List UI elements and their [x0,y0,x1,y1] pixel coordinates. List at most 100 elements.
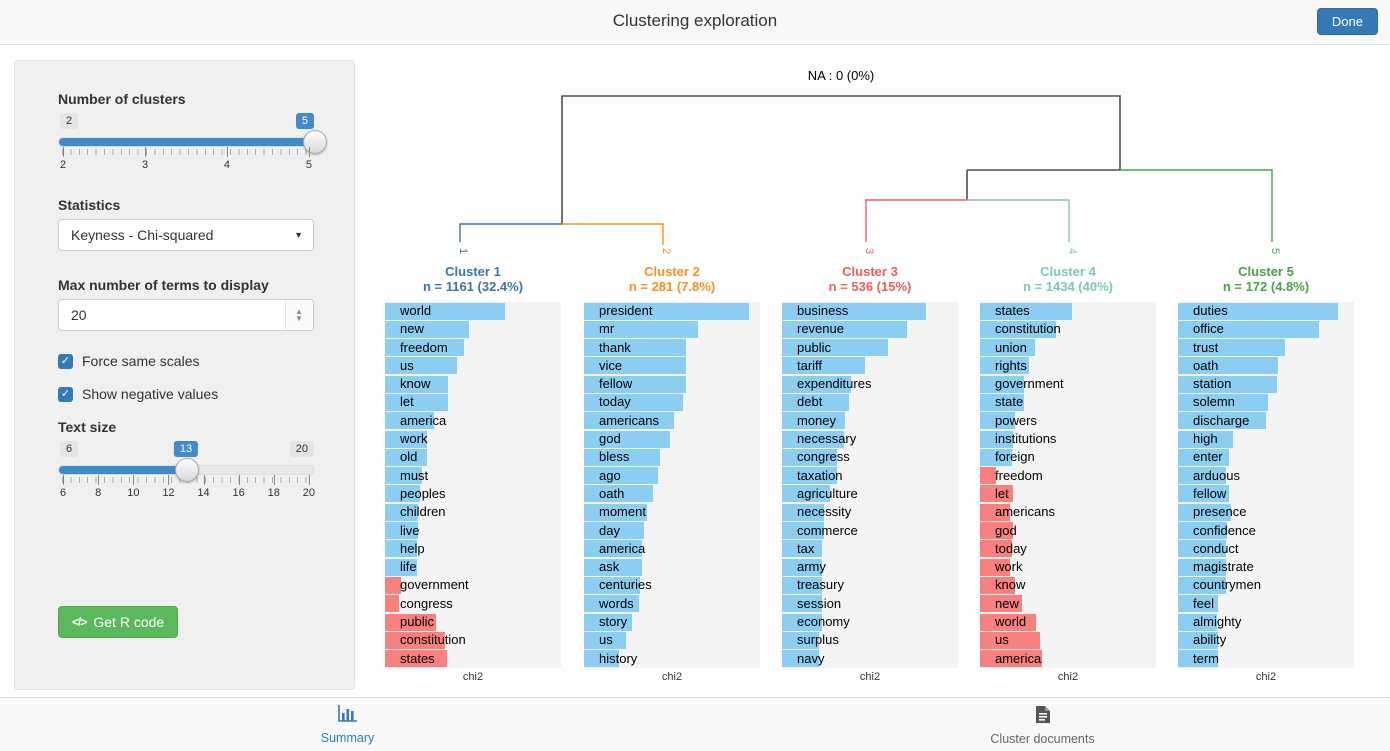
term-row: conduct [1178,540,1354,558]
term-row: know [385,375,561,393]
term-row: new [980,595,1156,613]
term-row: story [584,613,760,631]
get-r-code-label: Get R code [93,614,165,630]
term-bar [584,448,660,466]
term-bar [385,467,422,485]
term-bar [385,339,465,357]
checkbox-show-negative-values[interactable]: ✓ Show negative values [58,386,326,402]
term-bar [584,613,632,631]
term-bar [782,576,823,594]
cluster-title: Cluster 1 [445,264,501,279]
term-label: conduct [1193,540,1239,556]
term-row: surplus [782,631,958,649]
term-row: day [584,522,760,540]
term-label: moment [599,504,646,520]
term-label: vice [599,357,623,373]
text-size-slider[interactable]: 6 13 20 6 8 10 12 14 16 18 20 [58,441,315,511]
term-bar [782,558,823,576]
term-bar [980,393,1024,411]
term-bar [980,302,1072,320]
clusters-slider[interactable]: 2 5 2 3 4 5 [58,113,327,183]
term-row: peoples [385,485,561,503]
text-size-label: Text size [58,419,117,435]
term-row: children [385,503,561,521]
term-row: god [980,522,1156,540]
term-row: vice [584,357,760,375]
max-terms-input[interactable] [59,300,271,330]
term-row: union [980,339,1156,357]
cluster-size-label: n = 281 (7.8%) [628,279,716,294]
stepper-up-icon[interactable]: ▲ [295,307,303,316]
code-icon: </> [72,615,87,629]
max-terms-field: ▲ ▼ [58,299,314,331]
term-label: discharge [1193,412,1250,428]
slider-major-tick [203,475,205,485]
keyness-bar-panel: world new freedom us know let america work old mu… [385,302,561,668]
term-label: congress [400,595,453,611]
term-label: peoples [400,485,446,501]
slider-handle[interactable] [303,130,327,154]
term-row: state [980,393,1156,411]
term-row: necessary [782,430,958,448]
number-stepper[interactable]: ▲ ▼ [285,301,312,329]
term-bar [980,412,1016,430]
term-bar [980,448,1012,466]
term-bar [782,448,837,466]
checkbox-checked-icon: ✓ [58,386,73,402]
top-navbar: Clustering exploration Done [0,0,1390,45]
slider-max-badge: 20 [289,441,314,457]
term-row: debt [782,393,958,411]
tab-cluster-documents[interactable]: Cluster documents [933,705,1153,746]
term-label: live [400,522,420,538]
term-row: office [1178,320,1354,338]
term-label: americans [599,412,659,428]
slider-major-tick [98,475,100,485]
term-label: taxation [797,467,843,483]
term-label: solemn [1193,394,1235,410]
term-label: business [797,303,849,318]
done-button[interactable]: Done [1316,8,1378,35]
term-row: economy [782,613,958,631]
term-label: us [400,357,414,373]
get-r-code-button[interactable]: </> Get R code [58,606,179,638]
term-bar [584,302,750,320]
slider-major-tick [273,475,275,485]
checkbox-force-same-scales[interactable]: ✓ Force same scales [58,353,326,369]
slider-handle[interactable] [175,458,199,482]
slider-major-tick [63,147,65,157]
x-axis-label: chi2 [1057,671,1079,683]
statistics-select[interactable]: Keyness - Chi-squared ▼ [58,219,314,251]
term-label: children [400,504,446,520]
term-row: rights [980,357,1156,375]
term-row: solemn [1178,393,1354,411]
term-row: term [1178,650,1354,668]
term-label: old [400,449,418,465]
term-row: know [980,576,1156,594]
slider-major-tick [238,475,240,485]
term-label: almighty [1193,614,1242,630]
term-bar [980,522,1014,540]
term-bar [980,540,1012,558]
term-label: today [995,540,1027,556]
term-label: america [400,412,447,428]
term-label: world [995,614,1027,630]
term-label: words [599,595,634,611]
term-label: surplus [797,632,839,648]
dendro-root-branch [561,95,1121,224]
term-bar [782,412,846,430]
term-bar [385,540,417,558]
leaf-label-3: 3 [863,248,875,254]
term-label: union [995,339,1027,355]
term-label: world [400,303,432,318]
slider-fill [59,138,313,146]
slider-tick-label: 4 [223,159,231,171]
term-label: enter [1193,449,1223,465]
term-label: us [995,632,1009,648]
term-row: constitution [980,320,1156,338]
slider-track[interactable] [58,137,314,147]
stepper-down-icon[interactable]: ▼ [295,314,303,323]
term-label: government [995,376,1064,392]
term-label: us [599,632,613,648]
tab-summary[interactable]: Summary [238,705,458,745]
